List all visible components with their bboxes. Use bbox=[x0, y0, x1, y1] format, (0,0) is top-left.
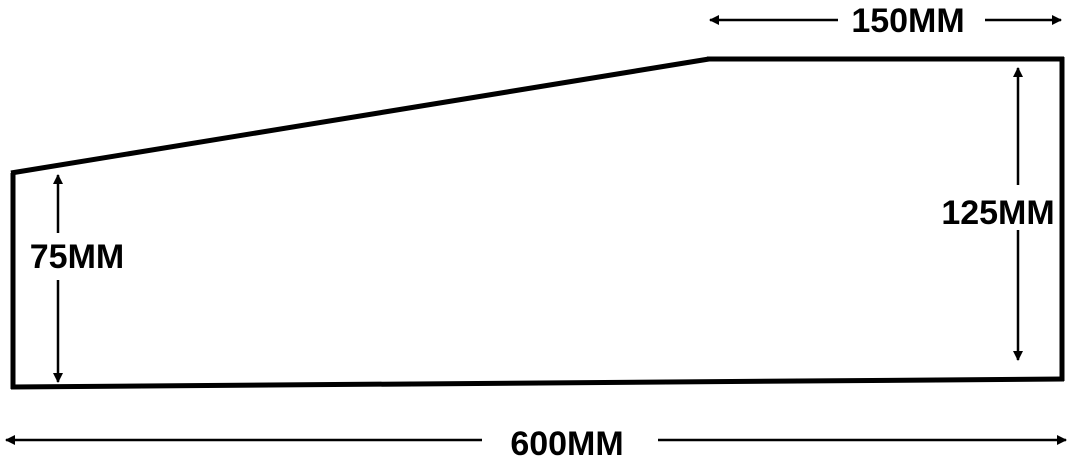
shape-outline bbox=[10, 56, 1065, 390]
bottom-dimension: 600MM bbox=[5, 425, 1067, 463]
bottom-edge bbox=[10, 376, 1065, 390]
left-dimension: 75MM bbox=[30, 174, 124, 383]
right-dimension-label: 125MM bbox=[941, 194, 1054, 232]
sloped-top-edge bbox=[10, 56, 710, 176]
right-dimension: 125MM bbox=[941, 67, 1055, 361]
top-dimension-label: 150MM bbox=[851, 2, 964, 40]
bottom-dimension-label: 600MM bbox=[510, 425, 623, 463]
left-dimension-label: 75MM bbox=[30, 238, 124, 276]
top-dimension: 150MM bbox=[709, 2, 1062, 40]
